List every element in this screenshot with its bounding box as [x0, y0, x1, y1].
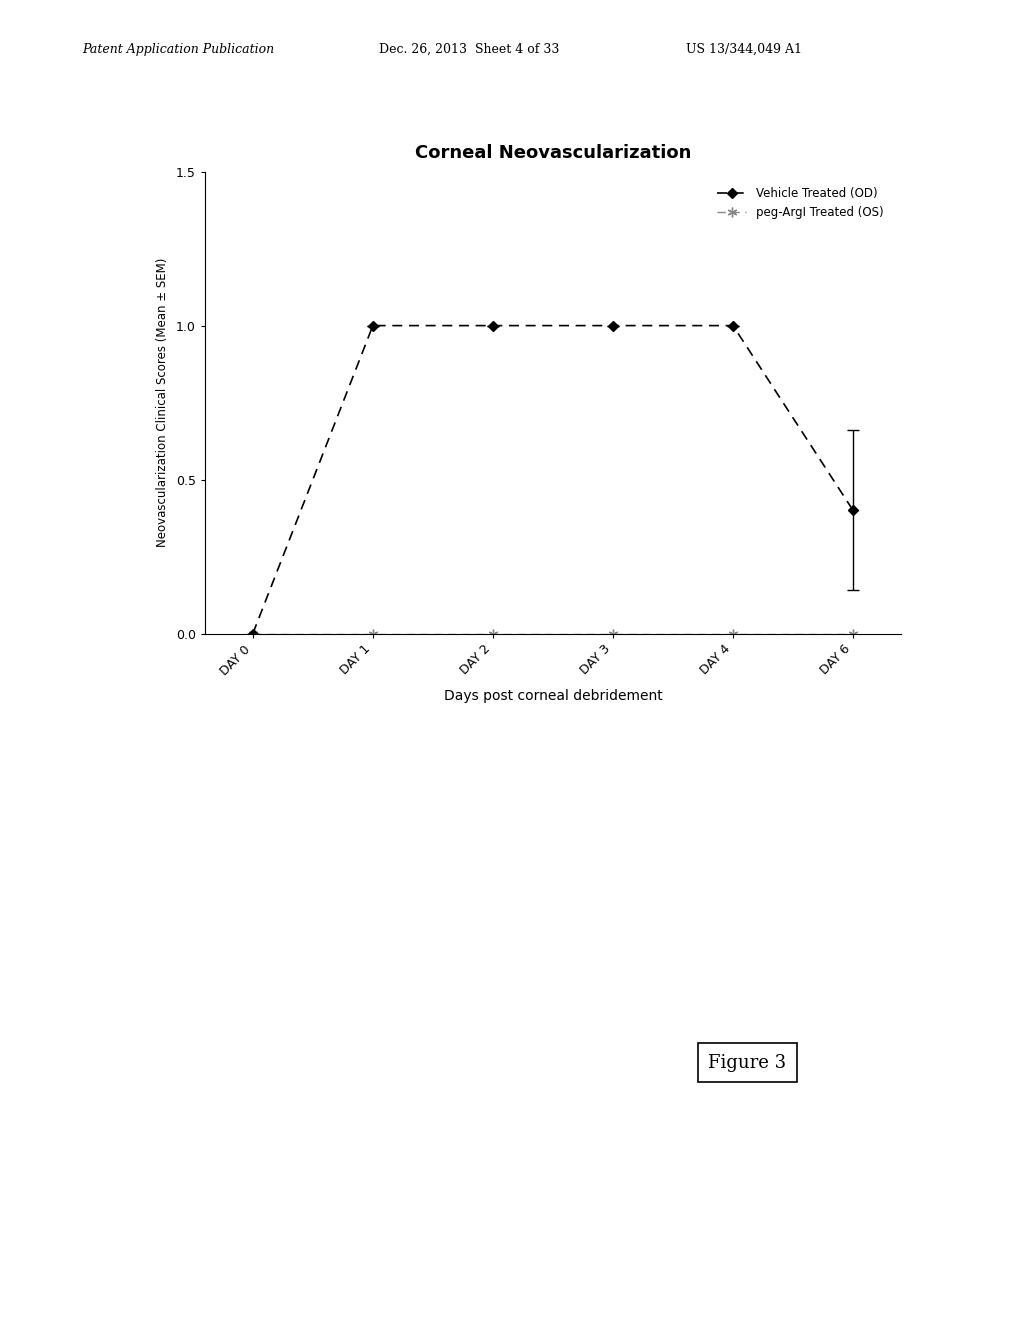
Legend: Vehicle Treated (OD), peg-ArgI Treated (OS): Vehicle Treated (OD), peg-ArgI Treated (… [713, 182, 888, 223]
Y-axis label: Neovascularization Clinical Scores (Mean ± SEM): Neovascularization Clinical Scores (Mean… [156, 257, 169, 548]
X-axis label: Days post corneal debridement: Days post corneal debridement [443, 689, 663, 702]
Text: US 13/344,049 A1: US 13/344,049 A1 [686, 42, 802, 55]
Title: Corneal Neovascularization: Corneal Neovascularization [415, 144, 691, 162]
Text: Dec. 26, 2013  Sheet 4 of 33: Dec. 26, 2013 Sheet 4 of 33 [379, 42, 559, 55]
Text: Figure 3: Figure 3 [709, 1053, 786, 1072]
Text: Patent Application Publication: Patent Application Publication [82, 42, 274, 55]
